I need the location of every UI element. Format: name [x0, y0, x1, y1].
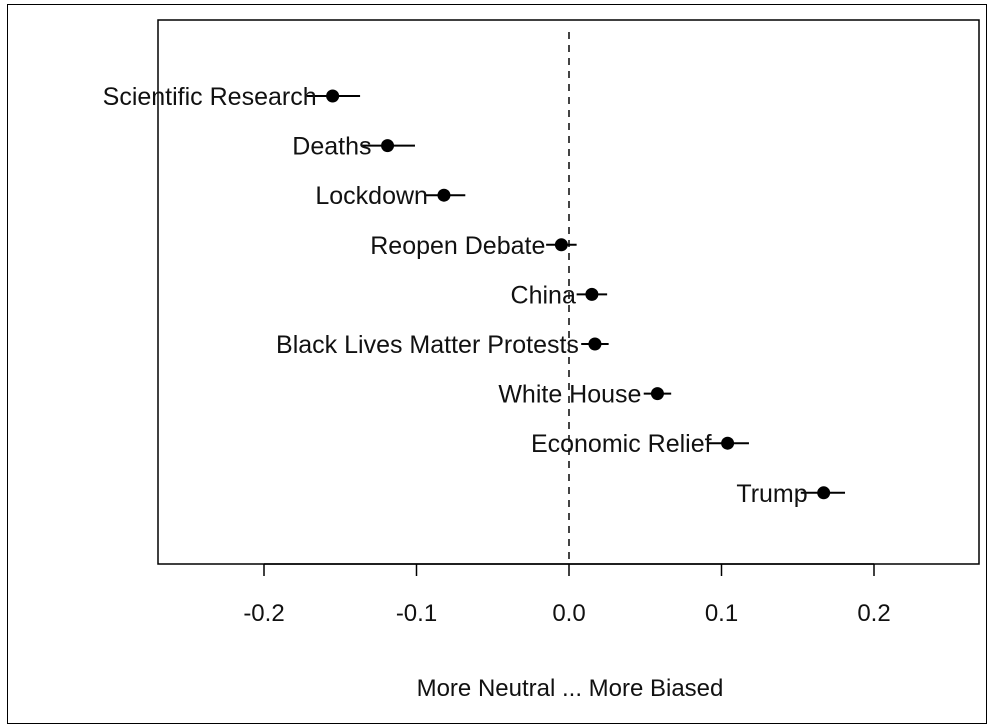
category-label: Economic Relief — [531, 430, 712, 458]
x-tick-label: -0.1 — [396, 600, 437, 627]
category-label: White House — [498, 381, 641, 409]
point-row: Scientific Research — [103, 83, 361, 111]
category-label: Reopen Debate — [370, 232, 545, 260]
point-row: Economic Relief — [531, 430, 749, 458]
point-row: White House — [498, 381, 672, 409]
point-marker — [585, 287, 599, 301]
x-tick-label: 0.2 — [857, 600, 890, 627]
category-label: Black Lives Matter Protests — [276, 331, 579, 359]
point-row: Deaths — [292, 133, 415, 161]
point-row: China — [511, 281, 608, 309]
category-label: Deaths — [292, 133, 371, 161]
x-tick-label: -0.2 — [243, 600, 284, 627]
point-row: Reopen Debate — [370, 232, 577, 260]
x-tick-label: 0.0 — [552, 600, 585, 627]
category-label: China — [511, 281, 576, 309]
point-marker — [437, 188, 451, 202]
category-label: Scientific Research — [103, 83, 317, 111]
point-row: Trump — [736, 480, 846, 508]
point-marker — [554, 238, 568, 252]
point-marker — [817, 486, 831, 500]
point-marker — [650, 387, 664, 401]
point-marker — [326, 89, 340, 103]
point-marker — [588, 337, 602, 351]
category-label: Lockdown — [315, 182, 428, 210]
point-marker — [721, 436, 735, 450]
x-axis-title: More Neutral ... More Biased — [417, 675, 724, 702]
category-label: Trump — [736, 480, 807, 508]
point-marker — [381, 139, 395, 153]
point-row: Black Lives Matter Protests — [276, 331, 609, 359]
x-tick-label: 0.1 — [705, 600, 738, 627]
point-row: Lockdown — [315, 182, 466, 210]
